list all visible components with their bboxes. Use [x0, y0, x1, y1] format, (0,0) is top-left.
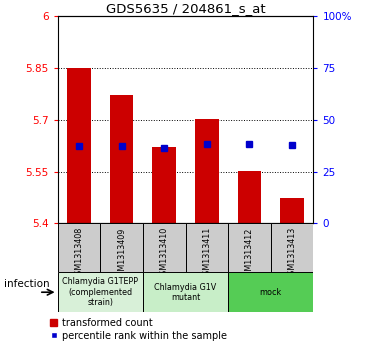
Bar: [152, 147, 176, 223]
Bar: [110, 95, 133, 223]
Bar: [195, 119, 219, 223]
Text: GSM1313413: GSM1313413: [288, 227, 297, 280]
Text: GSM1313412: GSM1313412: [245, 227, 254, 281]
Bar: [186, 223, 228, 272]
Text: infection: infection: [4, 279, 49, 289]
Bar: [228, 223, 271, 272]
Text: mock: mock: [260, 288, 282, 297]
Text: GSM1313409: GSM1313409: [117, 227, 126, 281]
Bar: [280, 199, 304, 223]
Bar: [58, 223, 100, 272]
Bar: [228, 272, 313, 312]
Bar: [67, 68, 91, 223]
Bar: [238, 171, 261, 223]
Bar: [100, 223, 143, 272]
Bar: [143, 223, 186, 272]
Bar: [143, 272, 228, 312]
Text: Chlamydia G1V
mutant: Chlamydia G1V mutant: [154, 282, 217, 302]
Text: GSM1313408: GSM1313408: [74, 227, 83, 280]
Text: GSM1313411: GSM1313411: [202, 227, 211, 280]
Bar: [58, 272, 143, 312]
Bar: [271, 223, 313, 272]
Text: Chlamydia G1TEPP
(complemented
strain): Chlamydia G1TEPP (complemented strain): [62, 277, 138, 307]
Legend: transformed count, percentile rank within the sample: transformed count, percentile rank withi…: [50, 318, 227, 341]
Title: GDS5635 / 204861_s_at: GDS5635 / 204861_s_at: [106, 2, 265, 15]
Text: GSM1313410: GSM1313410: [160, 227, 169, 280]
